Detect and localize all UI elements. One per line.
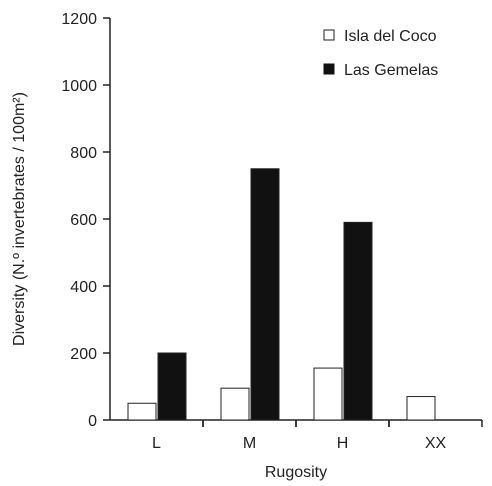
bar-las-gemelas <box>250 168 280 421</box>
x-tick-label: L <box>152 435 161 452</box>
y-tick-label: 1000 <box>61 78 97 95</box>
y-tick-label: 600 <box>70 212 97 229</box>
y-ticks: 0 200 400 600 800 1000 1200 <box>61 11 110 430</box>
bar-isla-del-coco <box>406 396 436 421</box>
x-axis-title: Rugosity <box>265 464 327 481</box>
x-tick-label: XX <box>425 435 447 452</box>
x-tick-label: H <box>337 435 349 452</box>
y-tick-label: 200 <box>70 346 97 363</box>
y-axis-title: Diversity (N.º invertebrates / 100m²) <box>11 92 28 346</box>
y-tick-label: 1200 <box>61 11 97 28</box>
bars <box>127 168 436 421</box>
bar-isla-del-coco <box>220 387 250 421</box>
bar-isla-del-coco <box>127 402 157 421</box>
y-tick-label: 800 <box>70 145 97 162</box>
y-tick-label: 0 <box>88 413 97 430</box>
legend-label-las-gemelas: Las Gemelas <box>344 62 438 79</box>
bar-las-gemelas <box>157 352 187 421</box>
legend-swatch-las-gemelas <box>323 63 335 75</box>
legend-label-isla-del-coco: Isla del Coco <box>344 28 437 45</box>
legend-swatch-isla-del-coco <box>323 29 335 41</box>
bar-las-gemelas <box>343 221 373 421</box>
bar-isla-del-coco <box>313 367 343 421</box>
x-ticks: L M H XX <box>152 420 483 452</box>
legend: Isla del Coco Las Gemelas <box>323 28 438 79</box>
x-tick-label: M <box>243 435 256 452</box>
y-tick-label: 400 <box>70 279 97 296</box>
